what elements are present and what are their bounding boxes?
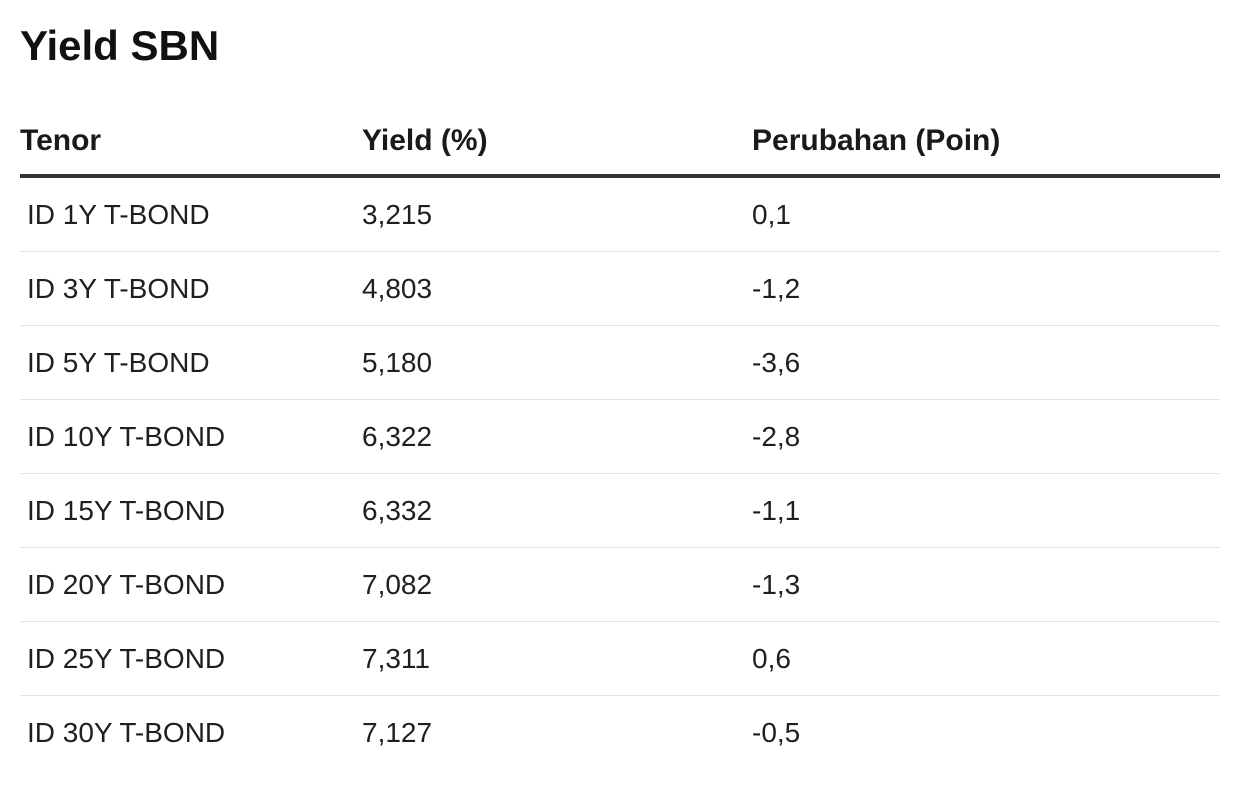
- tenor-cell: ID 15Y T-BOND: [27, 494, 226, 526]
- change-cell: 0,6: [752, 642, 791, 674]
- tenor-cell: ID 25Y T-BOND: [27, 642, 226, 674]
- yield-cell: 4,803: [362, 272, 433, 304]
- change-cell: -1,3: [752, 568, 801, 600]
- yield-cell: 7,082: [362, 568, 433, 600]
- page-title: Yield SBN: [20, 22, 220, 69]
- tenor-cell: ID 5Y T-BOND: [27, 346, 210, 378]
- yield-cell: 3,215: [362, 198, 433, 230]
- change-cell: -1,2: [752, 272, 801, 304]
- change-cell: -0,5: [752, 717, 801, 748]
- tenor-cell: ID 30Y T-BOND: [27, 717, 226, 748]
- table-row: ID 5Y T-BOND 5,180 -3,6: [20, 326, 1220, 400]
- table-row: ID 15Y T-BOND 6,332 -1,1: [20, 474, 1220, 548]
- table-row: ID 25Y T-BOND 7,311 0,6: [20, 622, 1220, 696]
- change-cell: -2,8: [752, 420, 801, 452]
- table-header: Tenor Yield (%) Perubahan (Poin): [20, 108, 1220, 178]
- table-row: ID 20Y T-BOND 7,082 -1,3: [20, 548, 1220, 622]
- yield-cell: 6,322: [362, 420, 433, 452]
- column-header-change: Perubahan (Poin): [752, 124, 1001, 157]
- column-header-yield: Yield (%): [362, 124, 488, 157]
- table-row: ID 10Y T-BOND 6,322 -2,8: [20, 400, 1220, 474]
- tenor-cell: ID 1Y T-BOND: [27, 198, 210, 230]
- table-row: ID 3Y T-BOND 4,803 -1,2: [20, 252, 1220, 326]
- tenor-cell: ID 20Y T-BOND: [27, 568, 226, 600]
- column-header-tenor: Tenor: [20, 124, 102, 157]
- table-row: ID 30Y T-BOND 7,127 -0,5: [20, 696, 1220, 770]
- yield-cell: 6,332: [362, 494, 433, 526]
- yield-table: Tenor Yield (%) Perubahan (Poin) ID 1Y T…: [20, 108, 1220, 770]
- yield-cell: 5,180: [362, 346, 433, 378]
- change-cell: 0,1: [752, 198, 791, 230]
- tenor-cell: ID 10Y T-BOND: [27, 420, 226, 452]
- tenor-cell: ID 3Y T-BOND: [27, 272, 210, 304]
- yield-cell: 7,127: [362, 717, 433, 748]
- table-row: ID 1Y T-BOND 3,215 0,1: [20, 178, 1220, 252]
- yield-cell: 7,311: [362, 642, 430, 674]
- change-cell: -3,6: [752, 346, 801, 378]
- change-cell: -1,1: [752, 494, 801, 526]
